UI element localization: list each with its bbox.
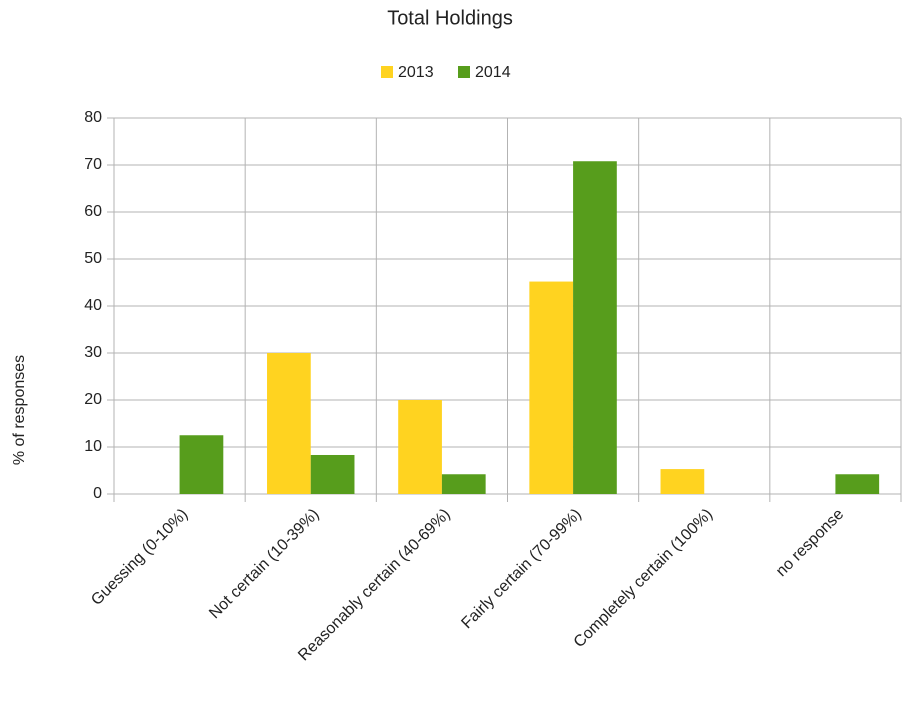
y-tick-label: 10: [84, 438, 102, 455]
x-tick-label: no response: [773, 506, 847, 580]
x-tick-label: Completely certain (100%): [571, 506, 716, 651]
bar: [267, 353, 311, 494]
x-tick-label: Reasonably certain (40-69%): [295, 506, 454, 665]
legend-swatch: [458, 66, 470, 78]
bar: [573, 161, 617, 495]
y-tick-label: 50: [84, 250, 102, 267]
chart-title: Total Holdings: [387, 7, 513, 29]
y-tick-label: 70: [84, 156, 102, 173]
legend-swatch: [381, 66, 393, 78]
legend-label: 2013: [398, 64, 434, 81]
bar: [660, 469, 705, 494]
x-tick-label: Fairly certain (70-99%): [458, 506, 584, 632]
y-tick-label: 30: [84, 344, 102, 361]
legend-label: 2014: [475, 64, 511, 81]
bar: [529, 281, 574, 494]
bar: [835, 474, 880, 494]
y-axis-label: % of responses: [11, 355, 28, 465]
y-tick-label: 20: [84, 391, 102, 408]
y-tick-label: 40: [84, 297, 102, 314]
x-tick-label: Not certain (10-39%): [206, 506, 322, 622]
bar: [179, 435, 224, 494]
bar: [310, 454, 355, 494]
y-tick-label: 0: [93, 485, 102, 502]
bar: [398, 400, 442, 494]
x-tick-label: Guessing (0-10%): [88, 506, 191, 609]
bar: [441, 474, 486, 494]
y-tick-label: 80: [84, 109, 102, 126]
y-tick-label: 60: [84, 203, 102, 220]
